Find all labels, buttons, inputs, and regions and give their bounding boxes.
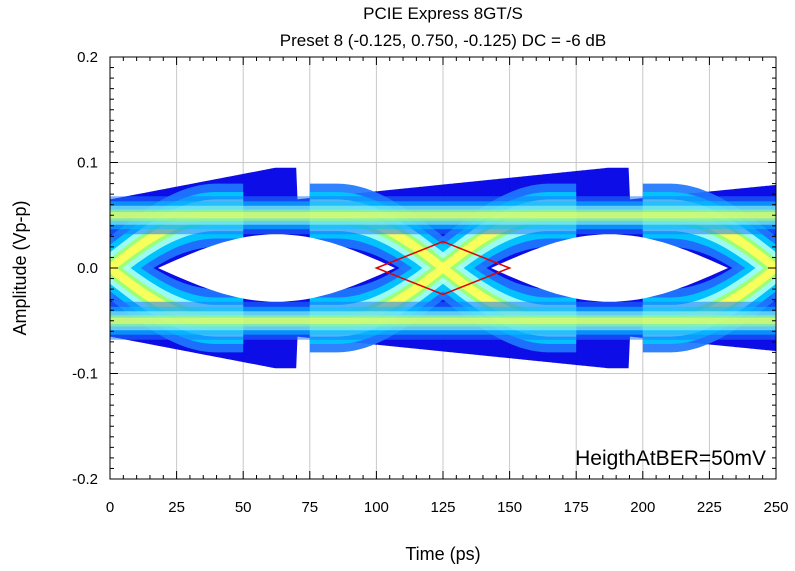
eye-level-rail bbox=[110, 212, 776, 219]
eye-traces bbox=[110, 167, 776, 369]
y-tick-label: 0.1 bbox=[77, 155, 98, 172]
x-tick-label: 100 bbox=[364, 499, 389, 516]
y-tick-label: -0.2 bbox=[72, 471, 98, 488]
x-tick-label: 250 bbox=[763, 499, 788, 516]
x-tick-label: 25 bbox=[168, 499, 185, 516]
x-tick-label: 225 bbox=[697, 499, 722, 516]
y-tick-label: -0.1 bbox=[72, 366, 98, 383]
eye-opening bbox=[158, 234, 395, 302]
x-tick-label: 150 bbox=[497, 499, 522, 516]
eye-level-rail bbox=[110, 317, 776, 324]
chart-subtitle: Preset 8 (-0.125, 0.750, -0.125) DC = -6… bbox=[280, 31, 606, 50]
x-tick-label: 200 bbox=[630, 499, 655, 516]
y-tick-label: 0.0 bbox=[77, 260, 98, 277]
chart-title: PCIE Express 8GT/S bbox=[363, 4, 523, 23]
x-tick-label: 175 bbox=[564, 499, 589, 516]
x-tick-label: 50 bbox=[235, 499, 252, 516]
y-tick-label: 0.2 bbox=[77, 49, 98, 66]
y-tick-labels: -0.2 -0.1 0.0 0.1 0.2 bbox=[72, 49, 98, 488]
x-tick-label: 125 bbox=[430, 499, 455, 516]
y-axis-label: Amplitude (Vp-p) bbox=[10, 200, 30, 335]
eye-height-annotation: HeigthAtBER=50mV bbox=[575, 447, 766, 470]
axis-ticks bbox=[109, 56, 777, 480]
x-tick-label: 0 bbox=[106, 499, 114, 516]
x-axis-label: Time (ps) bbox=[405, 544, 480, 564]
eye-transition-falling bbox=[309, 210, 577, 326]
x-tick-label: 75 bbox=[301, 499, 318, 516]
eye-opening bbox=[491, 234, 728, 302]
eye-mask bbox=[374, 240, 512, 296]
x-tick-labels: 0 25 50 75 100 125 150 175 200 225 250 bbox=[106, 499, 789, 516]
